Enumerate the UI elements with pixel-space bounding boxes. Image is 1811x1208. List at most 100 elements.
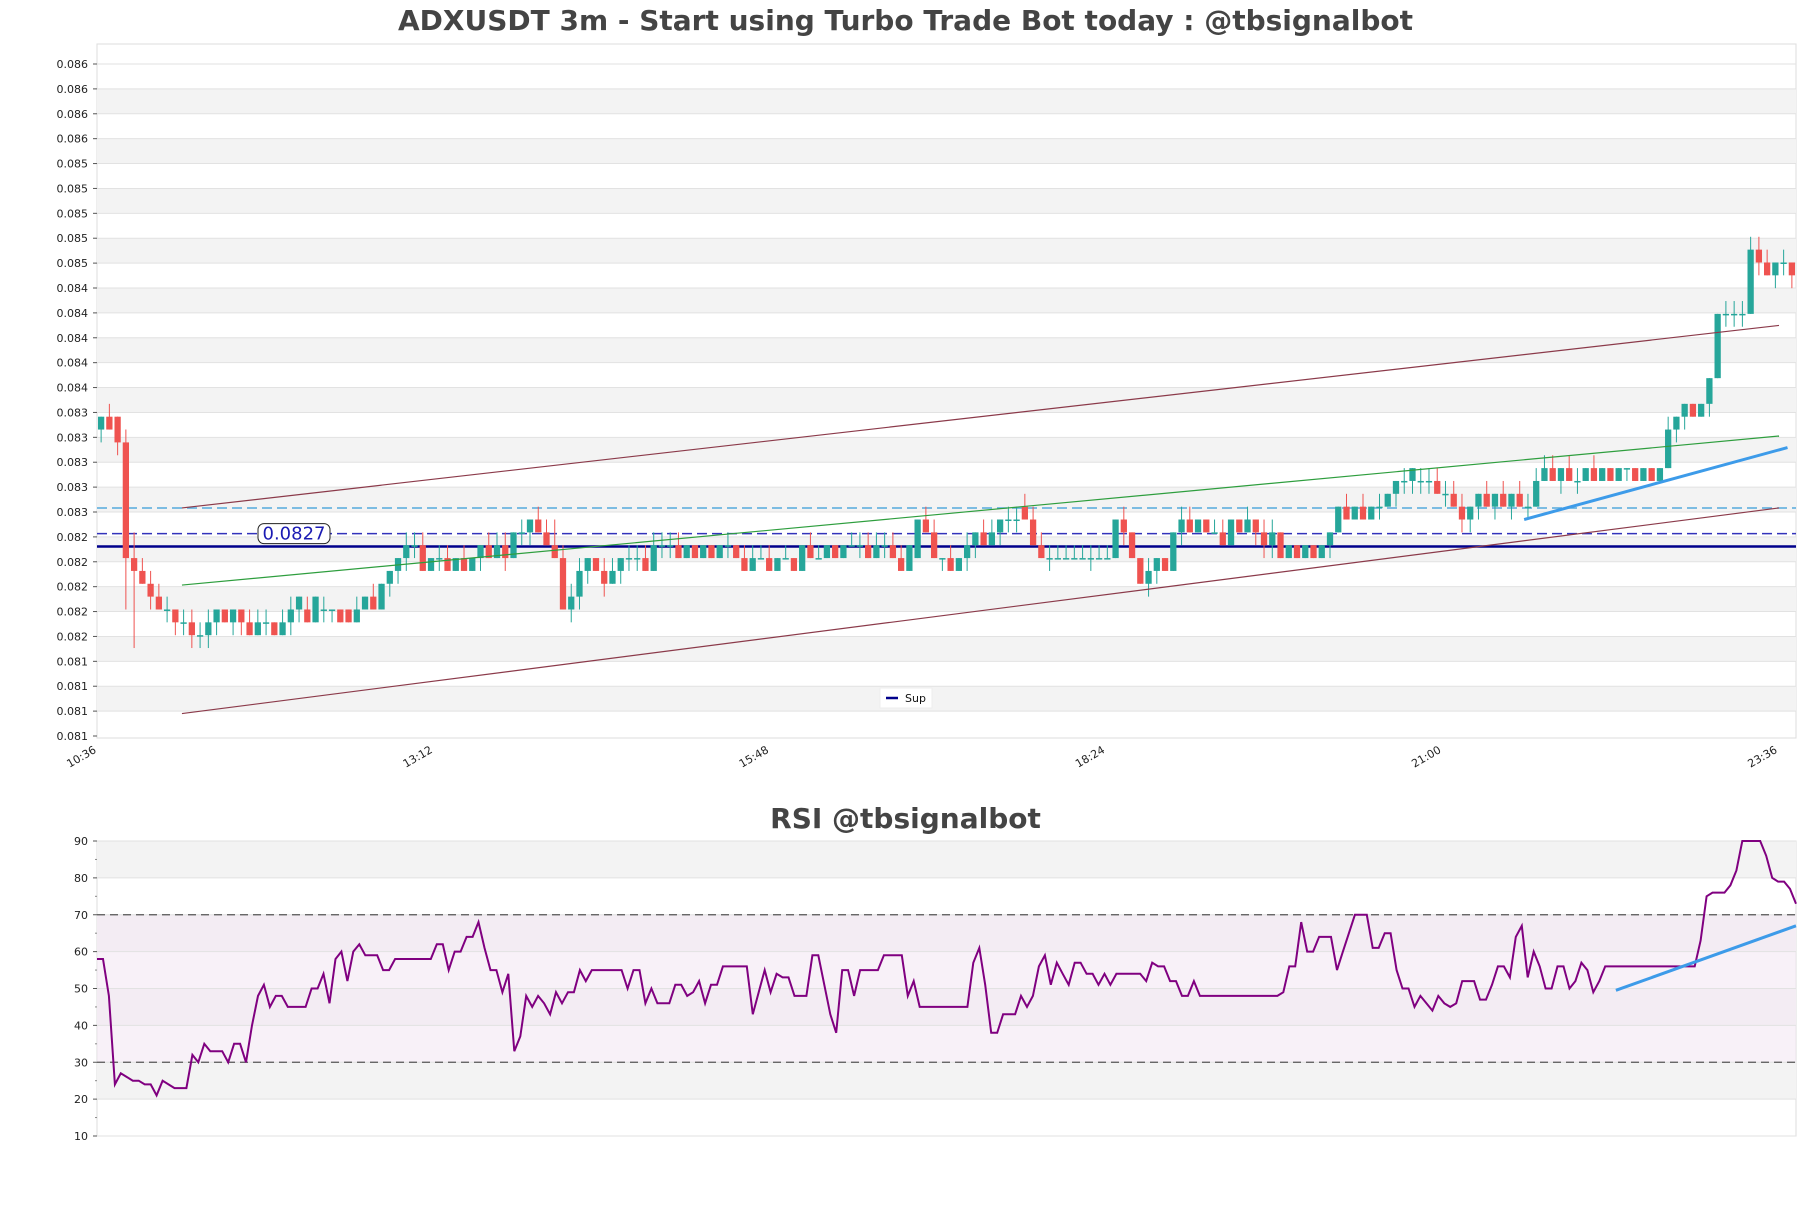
candle-body: [205, 622, 212, 636]
candle-body: [865, 545, 872, 559]
candle-body: [1062, 558, 1070, 560]
candle-body: [601, 570, 608, 584]
candle-body: [1029, 519, 1037, 546]
candle-body: [1739, 313, 1746, 316]
candle-body: [1021, 506, 1028, 520]
candle-body: [328, 609, 336, 611]
price-y-tick-label: 0.082: [57, 581, 89, 594]
rsi-y-tick-label: 90: [74, 835, 88, 848]
candle-body: [1384, 493, 1391, 507]
price-y-tick-label: 0.082: [57, 556, 89, 569]
rsi-trend-line: [1615, 924, 1797, 992]
candle-body: [1714, 313, 1721, 379]
price-band: [97, 387, 1796, 413]
candle-body: [823, 545, 831, 559]
candle-body: [848, 545, 855, 547]
candle-body: [485, 545, 492, 559]
candle-body: [147, 583, 154, 597]
candle-body: [881, 545, 888, 547]
candle-body: [1541, 468, 1548, 481]
candle-body: [766, 558, 773, 571]
candle-body: [856, 545, 864, 547]
candle-body: [807, 545, 814, 559]
candle-body: [229, 609, 237, 623]
candle-body: [1409, 468, 1416, 481]
price-x-tick-label: 15:48: [737, 743, 771, 770]
candle-body: [188, 622, 195, 636]
candle-body: [1582, 468, 1589, 481]
price-band: [97, 88, 1796, 114]
candle-body: [122, 442, 130, 559]
candle-body: [370, 596, 377, 610]
price-y-tick-label: 0.081: [57, 680, 89, 693]
candle-body: [1475, 493, 1482, 507]
candle-body: [1277, 532, 1284, 559]
trend-line: [181, 324, 1780, 509]
candle-body: [592, 558, 600, 571]
candle-body: [955, 558, 963, 571]
candle-body: [1615, 468, 1622, 481]
price-x-tick-label: 18:24: [1073, 743, 1107, 770]
candle-body: [898, 558, 905, 571]
candle-body: [1780, 262, 1787, 264]
candle-body: [419, 545, 426, 571]
candle-body: [1632, 468, 1639, 481]
legend-box: [879, 687, 933, 709]
main-chart-title: ADXUSDT 3m - Start using Turbo Trade Bot…: [397, 4, 1414, 37]
trend-line: [181, 507, 1780, 715]
candle-body: [1500, 493, 1507, 507]
candle-body: [988, 532, 995, 546]
candle-body: [1574, 480, 1581, 483]
rsi-y-tick-label: 10: [74, 1130, 88, 1143]
candle-body: [939, 558, 946, 560]
candle-body: [1252, 519, 1259, 533]
candle-body: [1054, 558, 1061, 560]
candle-body: [386, 570, 393, 584]
candle-body: [1293, 545, 1301, 559]
candle-body: [1533, 480, 1540, 507]
candle-body: [782, 558, 789, 560]
candle-body: [1351, 506, 1358, 520]
candle-body: [1648, 468, 1655, 481]
candle-body: [1161, 558, 1169, 571]
candle-body: [320, 609, 327, 611]
candle-body: [1599, 468, 1606, 481]
candle-body: [130, 558, 138, 571]
candle-body: [535, 519, 542, 533]
rsi-y-tick-label: 40: [74, 1019, 88, 1032]
candle-body: [403, 545, 410, 559]
candle-body: [1681, 403, 1688, 417]
candle-body: [1665, 429, 1672, 469]
candle-body: [427, 558, 435, 571]
rsi-y-tick-label: 80: [74, 872, 88, 885]
candle-body: [1698, 403, 1705, 417]
price-y-tick-label: 0.086: [57, 108, 89, 121]
price-y-tick-label: 0.086: [57, 83, 89, 96]
candle-body: [675, 545, 682, 559]
candle-body: [337, 609, 344, 623]
candle-body: [213, 609, 220, 623]
candle-body: [1467, 506, 1474, 520]
candle-body: [1673, 416, 1680, 430]
price-band: [97, 288, 1796, 313]
candle-body: [568, 596, 575, 610]
price-label: 0.0827: [263, 524, 326, 545]
candle-body: [1318, 545, 1325, 559]
candle-body: [1516, 493, 1523, 507]
candle-body: [972, 532, 979, 546]
price-y-tick-label: 0.082: [57, 531, 89, 544]
trend-line: [1523, 446, 1788, 521]
candle-body: [963, 545, 971, 559]
candle-body: [518, 532, 525, 534]
candle-body: [477, 545, 484, 559]
candle-body: [1005, 519, 1012, 522]
price-x-tick-label: 13:12: [401, 743, 435, 770]
candle-body: [1178, 519, 1185, 533]
price-band: [97, 586, 1796, 612]
candle-body: [799, 545, 806, 571]
candle-body: [1071, 558, 1078, 560]
candle-body: [172, 609, 179, 623]
candle-body: [642, 558, 649, 571]
candle-body: [1368, 506, 1375, 520]
price-y-tick-label: 0.085: [57, 257, 89, 270]
